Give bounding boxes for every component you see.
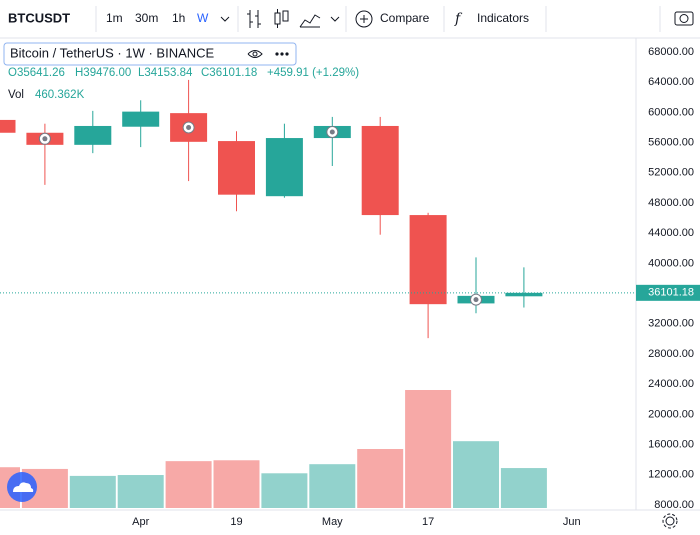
price-badge bbox=[636, 284, 700, 301]
compare-label[interactable]: Compare bbox=[380, 11, 430, 25]
volume-bar bbox=[453, 441, 499, 508]
bar-style-icon[interactable] bbox=[247, 9, 321, 28]
volume-bar bbox=[405, 390, 452, 508]
more-icon[interactable] bbox=[275, 52, 289, 56]
candle-body bbox=[409, 215, 447, 305]
y-tick-label: 44000.00 bbox=[648, 227, 694, 239]
volume-bar bbox=[69, 475, 116, 508]
volume-bar bbox=[261, 473, 308, 508]
volume-bar bbox=[117, 475, 164, 508]
volume-name: Vol bbox=[8, 89, 24, 101]
x-tick-label: Apr bbox=[132, 516, 149, 528]
candle-body bbox=[218, 141, 255, 195]
legend-high: H39476.00 bbox=[75, 67, 131, 79]
volume-bar bbox=[165, 461, 212, 508]
camera-icon[interactable] bbox=[674, 11, 694, 26]
y-tick-label: 64000.00 bbox=[648, 76, 694, 88]
volume-bar bbox=[213, 460, 260, 508]
y-tick-label: 20000.00 bbox=[648, 408, 694, 420]
volume-bar bbox=[309, 464, 356, 508]
legend: Bitcoin / TetherUS · 1W · BINANCE O35641… bbox=[3, 42, 359, 101]
x-tick-label: Jun bbox=[563, 516, 581, 528]
symbol[interactable]: BTCUSDT bbox=[8, 10, 70, 25]
volume-value: 460.362K bbox=[35, 89, 85, 101]
eye-icon[interactable] bbox=[247, 50, 263, 58]
event-marker-dot bbox=[42, 136, 48, 142]
chevron[interactable] bbox=[330, 16, 340, 22]
separators bbox=[95, 6, 661, 32]
legend-low: L34153.84 bbox=[138, 67, 193, 79]
price-badge-label: 36101.18 bbox=[648, 287, 694, 299]
fx-icon[interactable]: f bbox=[454, 11, 463, 27]
candles bbox=[0, 79, 543, 339]
y-tick-label: 48000.00 bbox=[648, 197, 694, 209]
axes: 8000.00 12000.00 16000.00 20000.00 24000.00 2… bbox=[0, 46, 700, 528]
settings-icon[interactable] bbox=[662, 513, 678, 529]
y-tick-label: 8000.00 bbox=[654, 499, 694, 511]
candle-body bbox=[122, 111, 160, 127]
interval[interactable]: W bbox=[197, 11, 209, 25]
compare-button[interactable]: Compare bbox=[355, 10, 430, 28]
legend-change: +459.91 (+1.29%) bbox=[267, 67, 359, 79]
candle-body bbox=[0, 119, 16, 133]
y-tick-label: 60000.00 bbox=[648, 106, 694, 118]
y-tick-label: 40000.00 bbox=[648, 257, 694, 269]
y-tick-label: 32000.00 bbox=[648, 318, 694, 330]
x-tick-label: 17 bbox=[422, 516, 434, 528]
y-tick-label: 12000.00 bbox=[648, 469, 694, 481]
candle-body bbox=[361, 125, 399, 216]
legend-open: O35641.26 bbox=[8, 67, 65, 79]
toolbar: BTCUSDT 1m 30m 1h W Compare f Indicators bbox=[0, 6, 700, 39]
interval[interactable]: 30m bbox=[135, 11, 158, 25]
y-tick-label: 28000.00 bbox=[648, 348, 694, 360]
volume-bar bbox=[500, 468, 547, 508]
y-tick-label: 16000.00 bbox=[648, 439, 694, 451]
indicators-label[interactable]: Indicators bbox=[477, 11, 529, 25]
event-marker-dot bbox=[473, 297, 479, 303]
legend-close: C36101.18 bbox=[201, 67, 257, 79]
y-tick-label: 68000.00 bbox=[648, 46, 694, 58]
candle-body bbox=[74, 125, 112, 145]
x-tick-label: 19 bbox=[230, 516, 242, 528]
legend-box[interactable] bbox=[3, 42, 297, 66]
y-tick-label: 52000.00 bbox=[648, 167, 694, 179]
volume-bar bbox=[357, 449, 404, 508]
interval[interactable]: 1m bbox=[106, 11, 123, 25]
candle-body bbox=[265, 138, 303, 197]
y-tick-label: 24000.00 bbox=[648, 378, 694, 390]
event-marker-dot bbox=[186, 124, 192, 130]
y-tick-label: 56000.00 bbox=[648, 136, 694, 148]
x-tick-label: May bbox=[322, 516, 343, 528]
interval[interactable]: 1h bbox=[172, 11, 185, 25]
event-marker-dot bbox=[329, 129, 335, 135]
indicators-button[interactable]: f Indicators bbox=[454, 11, 529, 27]
candle-body bbox=[505, 292, 543, 297]
logo[interactable] bbox=[7, 472, 37, 502]
legend-title: Bitcoin / TetherUS · 1W · BINANCE bbox=[10, 45, 215, 60]
chevron[interactable] bbox=[220, 16, 230, 22]
